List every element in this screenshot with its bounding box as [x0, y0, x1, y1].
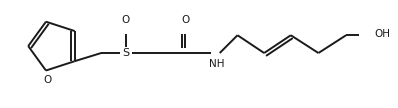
Text: OH: OH	[375, 29, 391, 39]
Text: O: O	[181, 15, 189, 25]
Text: O: O	[122, 15, 130, 25]
Text: NH: NH	[209, 59, 224, 69]
Text: S: S	[123, 48, 129, 58]
Text: O: O	[44, 75, 52, 85]
